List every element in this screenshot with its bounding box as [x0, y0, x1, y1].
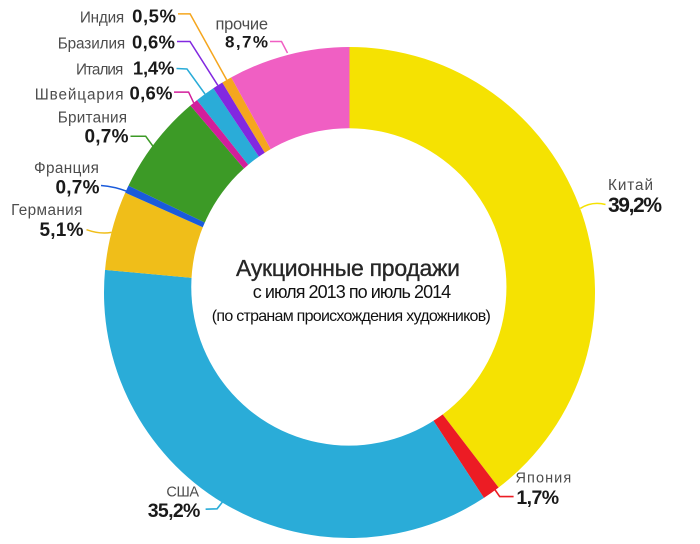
- svg-text:Китай: Китай: [608, 177, 653, 194]
- svg-text:0,7%: 0,7%: [85, 126, 129, 147]
- svg-text:прочие: прочие: [216, 16, 269, 34]
- svg-text:39,2%: 39,2%: [608, 194, 662, 217]
- svg-text:1,7%: 1,7%: [516, 487, 559, 509]
- svg-text:0,7%: 0,7%: [56, 178, 100, 199]
- svg-text:с июля 2013 по июль 2014: с июля 2013 по июль 2014: [253, 282, 451, 302]
- svg-text:(по странам происхождения худо: (по странам происхождения художников): [212, 308, 491, 325]
- svg-text:Аукционные продажи: Аукционные продажи: [236, 255, 460, 281]
- svg-text:Швейцария: Швейцария: [35, 86, 124, 103]
- svg-text:0,6%: 0,6%: [130, 82, 173, 103]
- svg-text:35,2%: 35,2%: [148, 500, 201, 522]
- svg-text:США: США: [166, 484, 199, 500]
- svg-text:1,4%: 1,4%: [133, 57, 175, 78]
- svg-text:0,6%: 0,6%: [132, 31, 175, 52]
- svg-text:Германия: Германия: [11, 202, 82, 219]
- svg-text:0,5%: 0,5%: [132, 5, 176, 26]
- svg-text:Япония: Япония: [516, 471, 572, 487]
- svg-text:Британия: Британия: [58, 109, 127, 126]
- svg-text:8,7%: 8,7%: [225, 33, 268, 52]
- svg-text:Бразилия: Бразилия: [58, 35, 126, 52]
- svg-text:Франция: Франция: [34, 160, 99, 177]
- svg-text:5,1%: 5,1%: [40, 220, 84, 241]
- svg-text:Италия: Италия: [76, 61, 123, 78]
- svg-text:Индия: Индия: [80, 9, 124, 26]
